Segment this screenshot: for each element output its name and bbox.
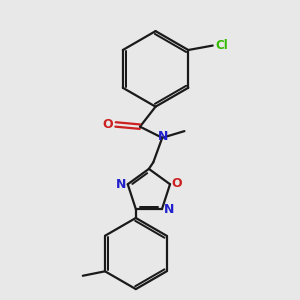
Text: N: N	[116, 178, 126, 191]
Text: N: N	[158, 130, 169, 143]
Text: O: O	[171, 177, 182, 190]
Text: N: N	[164, 202, 174, 216]
Text: Cl: Cl	[215, 39, 228, 52]
Text: O: O	[103, 118, 113, 131]
